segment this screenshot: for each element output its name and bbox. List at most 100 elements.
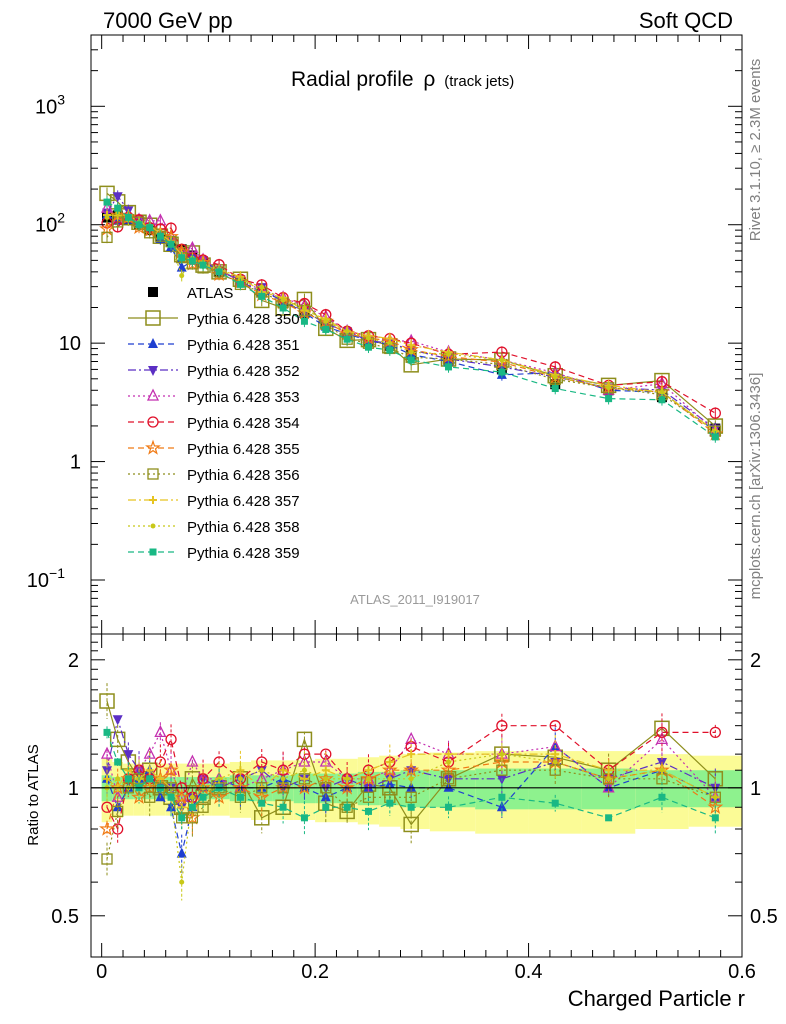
mcplots-label: mcplots.cern.ch [arXiv:1306.3436] [747, 373, 764, 600]
ratio-point [123, 750, 134, 761]
data-point [259, 284, 265, 290]
ratio-point [101, 853, 113, 865]
data-point [659, 389, 665, 395]
ratio-point [549, 720, 561, 732]
ratio-point [277, 764, 289, 776]
x-axis-label: Charged Particle r [568, 986, 745, 1011]
data-point [387, 340, 393, 346]
legend-entry: Pythia 6.428 351 [128, 337, 300, 354]
y-tick-label: 10−1 [27, 565, 65, 592]
ratio-y-tick-label-left: 0.5 [51, 906, 79, 928]
legend-label: Pythia 6.428 356 [187, 467, 300, 484]
ratio-point [275, 799, 291, 816]
plot-frames [90, 34, 743, 958]
ratio-point [383, 762, 396, 775]
plot-title-sub: (track jets) [444, 73, 514, 90]
series-ratio-line [106, 753, 716, 883]
data-point [552, 374, 558, 380]
ratio-point [301, 767, 307, 773]
plot-title-rho: ρ [423, 68, 435, 91]
ratio-point [407, 750, 416, 759]
ratio-point [144, 791, 156, 803]
legend-label: Pythia 6.428 359 [187, 545, 300, 562]
ratio-point [298, 748, 311, 760]
data-point [408, 349, 414, 355]
y-tick-label: 103 [35, 91, 65, 118]
ratio-point [386, 799, 394, 807]
ratio-point [112, 715, 123, 726]
legend-label: Pythia 6.428 354 [187, 415, 300, 432]
ratio-point [344, 776, 350, 782]
ratio-point [343, 803, 351, 811]
data-point [215, 268, 223, 276]
data-point [104, 215, 110, 221]
ratio-y-tick-label-right: 1 [750, 778, 761, 800]
ratio-point [323, 776, 329, 782]
data-point [551, 385, 559, 393]
data-point [407, 356, 415, 364]
legend-marker [145, 310, 161, 326]
data-point [112, 192, 123, 203]
ratio-point [154, 724, 167, 738]
ratio-point [606, 776, 612, 782]
ratio-point [186, 754, 199, 767]
legend-entry: Pythia 6.428 359 [128, 545, 300, 562]
ratio-point [256, 756, 268, 768]
ratio-point [112, 805, 124, 818]
ratio-point [655, 731, 669, 745]
ratio-point [100, 746, 114, 759]
ratio-point [496, 720, 508, 732]
legend-marker [148, 287, 158, 297]
ratio-point [405, 791, 417, 803]
legend-entry: Pythia 6.428 358 [128, 519, 300, 536]
data-point [301, 305, 307, 311]
data-point [343, 335, 351, 343]
data-point [167, 240, 175, 248]
ratio-point [259, 767, 265, 773]
ratio-y-tick-label-left: 2 [68, 650, 79, 672]
legend-marker [148, 366, 158, 376]
data-point [199, 261, 207, 269]
series-main-line [106, 214, 716, 432]
ratio-point [711, 814, 719, 822]
data-point [103, 198, 111, 206]
data-point [258, 292, 266, 300]
ratio-point [552, 759, 558, 765]
ratio-point [445, 803, 453, 811]
process-label: Soft QCD [639, 8, 733, 33]
y-tick-label: 102 [35, 210, 65, 237]
data-point [114, 204, 122, 212]
y-tick-label: 10 [59, 333, 81, 355]
ratio-point [339, 779, 356, 795]
axis-ticks: 0 0.2 0.4 0.6 10−1 1 10 102 103 0.5 0.5 1 1 2 2 [27, 34, 778, 983]
ratio-point [446, 759, 452, 765]
ratio-point [322, 803, 330, 811]
ratio-point [658, 793, 666, 801]
legend-marker [149, 496, 157, 504]
y-tick-label: 1 [70, 452, 81, 474]
ratio-point [604, 766, 613, 775]
data-point [124, 213, 132, 221]
series-ratio-line [106, 725, 716, 831]
ratio-point [258, 799, 266, 807]
data-point [605, 395, 613, 403]
legend-entry: Pythia 6.428 353 [128, 388, 300, 406]
data-point [499, 357, 505, 363]
ratio-point [112, 823, 124, 835]
legend-entry: Pythia 6.428 350 [128, 310, 300, 328]
ratio-y-tick-label-right: 2 [750, 650, 761, 672]
legend-marker [146, 388, 160, 401]
band-stat-bin [400, 770, 430, 808]
ratio-point [406, 781, 417, 792]
legend-label: Pythia 6.428 357 [187, 493, 300, 510]
ratio-point [387, 776, 393, 782]
ratio-point [365, 776, 371, 782]
data-point [711, 433, 719, 441]
data-point [365, 335, 371, 341]
rivet-version-label: Rivet 3.1.10, ≥ 2.3M events [747, 59, 764, 242]
ratio-point [709, 726, 721, 739]
data-point [101, 231, 113, 244]
ratio-point [440, 761, 457, 777]
data-point [323, 319, 329, 325]
ratio-point [124, 775, 132, 783]
